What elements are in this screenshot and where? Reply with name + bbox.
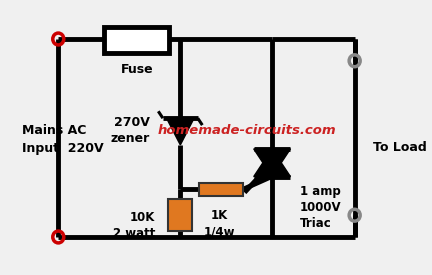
Text: 10K
2 watt: 10K 2 watt [113, 211, 156, 240]
Bar [168, 199, 192, 231]
Bar [199, 183, 243, 196]
Polygon shape [254, 149, 290, 177]
Text: 1K
1/4w: 1K 1/4w [204, 209, 235, 238]
Polygon shape [254, 149, 290, 177]
Text: To Load: To Load [373, 141, 427, 154]
Text: 1 amp
1000V
Triac: 1 amp 1000V Triac [300, 185, 341, 230]
Bar [104, 27, 169, 53]
Text: Fuse: Fuse [121, 63, 153, 76]
Text: Mains AC
Input  220V: Mains AC Input 220V [22, 125, 103, 155]
Text: 270V
zener: 270V zener [111, 116, 150, 145]
Polygon shape [167, 118, 194, 145]
Text: homemade-circuits.com: homemade-circuits.com [158, 123, 337, 137]
